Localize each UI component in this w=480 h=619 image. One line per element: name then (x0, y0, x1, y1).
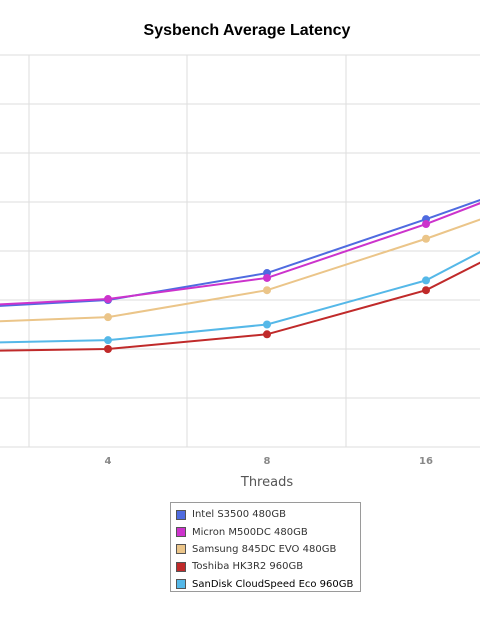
legend-item-samsung[interactable]: Samsung 845DC EVO 480GB (176, 541, 360, 558)
legend-label-sandisk: SanDisk CloudSpeed Eco 960GB (192, 578, 354, 590)
series-line-2 (0, 218, 480, 323)
data-point[interactable] (422, 286, 430, 295)
data-point[interactable] (104, 336, 112, 345)
legend-swatch-samsung (176, 544, 186, 555)
data-point[interactable] (422, 234, 430, 243)
legend-label-toshiba: Toshiba HK3R2 960GB (192, 561, 304, 573)
x-axis-ticks: 4 8 16 (105, 456, 433, 467)
grid (0, 54, 480, 448)
x-tick-label: 16 (419, 456, 433, 467)
legend-item-micron[interactable]: Micron M500DC 480GB (176, 523, 360, 540)
legend-item-toshiba[interactable]: Toshiba HK3R2 960GB (176, 558, 360, 575)
legend-swatch-toshiba (176, 561, 186, 572)
data-point[interactable] (104, 295, 112, 304)
series-line-1 (0, 202, 480, 306)
legend-swatch-micron (176, 527, 186, 538)
series-group (0, 198, 480, 353)
data-point[interactable] (104, 345, 112, 353)
data-point[interactable] (263, 330, 271, 339)
data-point[interactable] (104, 313, 112, 322)
legend-label-micron: Micron M500DC 480GB (192, 526, 308, 538)
legend-item-intel[interactable]: Intel S3500 480GB (176, 506, 360, 523)
legend-label-samsung: Samsung 845DC EVO 480GB (192, 543, 337, 555)
legend: Intel S3500 480GB Micron M500DC 480GB Sa… (170, 502, 361, 592)
legend-label-intel: Intel S3500 480GB (192, 509, 286, 521)
legend-item-sandisk[interactable]: SanDisk CloudSpeed Eco 960GB (176, 576, 360, 593)
data-point[interactable] (263, 286, 271, 295)
data-point[interactable] (263, 273, 271, 282)
data-point[interactable] (263, 320, 271, 329)
chart-title: Sysbench Average Latency (144, 22, 351, 39)
data-point[interactable] (422, 276, 430, 285)
series-line-4 (0, 250, 480, 344)
data-point[interactable] (422, 220, 430, 229)
legend-swatch-intel (176, 509, 186, 520)
legend-swatch-sandisk (176, 579, 186, 590)
x-tick-label: 4 (105, 456, 112, 467)
x-tick-label: 8 (264, 456, 271, 467)
x-axis-title: Threads (240, 475, 293, 490)
